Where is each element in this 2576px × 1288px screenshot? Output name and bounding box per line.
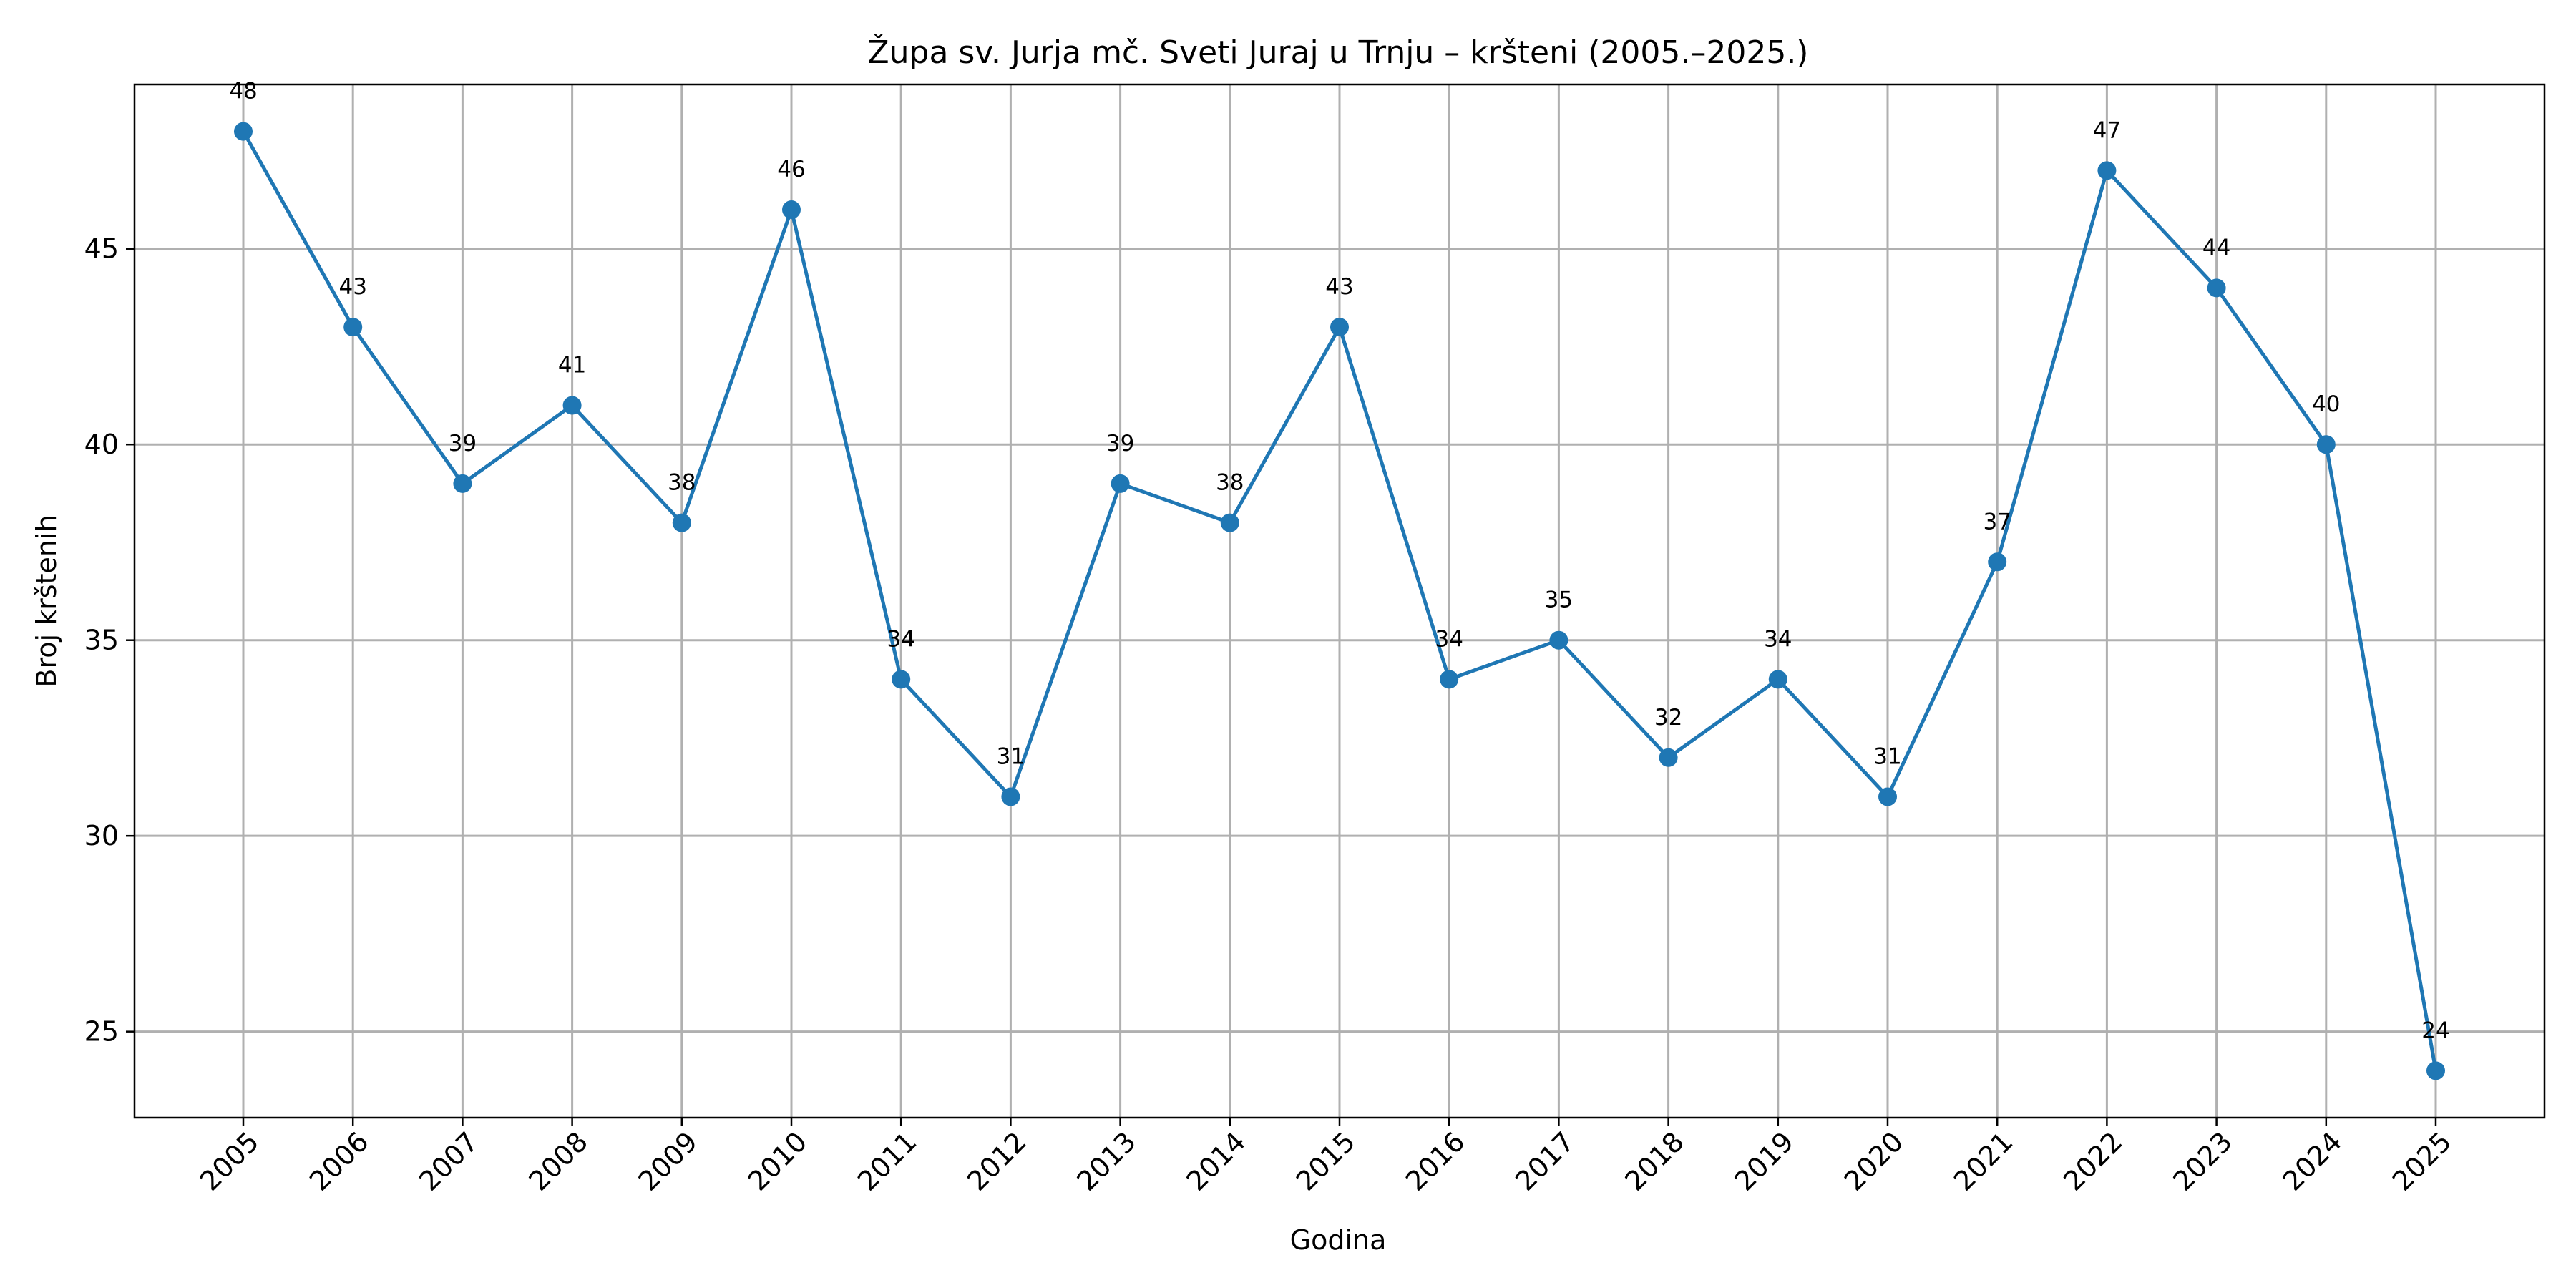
data-label: 47 <box>2093 117 2121 143</box>
data-point <box>1111 474 1130 493</box>
data-point <box>2426 1061 2445 1080</box>
x-tick-label: 2011 <box>852 1126 923 1197</box>
data-point <box>1659 748 1678 767</box>
data-point <box>1220 513 1239 532</box>
data-point <box>1001 787 1020 806</box>
chart-title: Župa sv. Jurja mč. Sveti Juraj u Trnju –… <box>868 33 1809 71</box>
data-label: 34 <box>887 626 914 652</box>
data-point <box>453 474 472 493</box>
series-layer <box>234 122 2445 1080</box>
y-tick-label: 30 <box>84 820 119 852</box>
data-label: 43 <box>1325 274 1353 300</box>
x-tick-label: 2025 <box>2386 1126 2458 1197</box>
data-label: 44 <box>2202 235 2230 260</box>
x-tick-label: 2009 <box>633 1126 704 1197</box>
data-point <box>234 122 253 141</box>
x-tick-label: 2022 <box>2057 1126 2129 1197</box>
x-tick-label: 2023 <box>2167 1126 2238 1197</box>
data-label: 39 <box>449 431 477 457</box>
y-axis-ticks: 25 30 35 40 45 <box>84 233 135 1048</box>
x-tick-label: 2024 <box>2277 1126 2348 1197</box>
y-tick-label: 25 <box>84 1016 119 1048</box>
data-label: 40 <box>2312 391 2340 417</box>
data-point <box>892 670 911 689</box>
data-point <box>672 513 691 532</box>
data-label: 43 <box>338 274 366 300</box>
data-label: 46 <box>777 157 805 182</box>
grid <box>135 84 2545 1118</box>
y-tick-label: 45 <box>84 233 119 265</box>
data-point <box>562 396 582 415</box>
axes-frame <box>133 83 2546 1119</box>
data-label: 41 <box>558 353 586 379</box>
data-labels-layer: 48 43 39 41 38 46 34 31 39 38 43 34 35 32 34 31 37 47 44 40… <box>229 79 2449 1044</box>
data-point <box>1878 787 1897 806</box>
data-point <box>782 200 801 220</box>
x-tick-label: 2016 <box>1400 1126 1471 1197</box>
data-point <box>1768 670 1787 689</box>
data-label: 31 <box>997 743 1025 769</box>
data-point <box>1549 630 1568 650</box>
x-tick-label: 2006 <box>303 1126 375 1197</box>
data-label: 24 <box>2421 1018 2449 1043</box>
x-tick-label: 2018 <box>1619 1126 1690 1197</box>
x-tick-label: 2021 <box>1948 1126 2019 1197</box>
data-label: 48 <box>229 79 257 104</box>
data-label: 37 <box>1983 509 2011 535</box>
data-point <box>1440 670 1459 689</box>
data-label: 31 <box>1873 743 1901 769</box>
x-tick-label: 2005 <box>194 1126 265 1197</box>
y-tick-label: 40 <box>84 429 119 460</box>
data-point <box>2207 278 2226 298</box>
x-tick-label: 2020 <box>1838 1126 1910 1197</box>
x-tick-label: 2012 <box>961 1126 1033 1197</box>
data-label: 34 <box>1764 626 1792 652</box>
data-label: 35 <box>1545 587 1573 613</box>
y-axis-label: Broj krštenih <box>31 514 62 687</box>
data-label: 38 <box>1216 470 1244 496</box>
x-tick-label: 2008 <box>522 1126 594 1197</box>
data-point <box>1330 318 1349 337</box>
x-tick-label: 2010 <box>742 1126 814 1197</box>
data-point <box>2097 161 2117 180</box>
data-label: 38 <box>668 470 696 496</box>
x-tick-label: 2015 <box>1290 1126 1362 1197</box>
data-label: 34 <box>1435 626 1463 652</box>
x-tick-label: 2007 <box>413 1126 484 1197</box>
data-point <box>343 318 363 337</box>
x-tick-label: 2017 <box>1509 1126 1581 1197</box>
x-tick-label: 2013 <box>1070 1126 1142 1197</box>
data-label: 32 <box>1654 705 1682 731</box>
data-label: 39 <box>1106 431 1134 457</box>
x-axis-label: Godina <box>1290 1224 1387 1256</box>
x-tick-label: 2019 <box>1729 1126 1800 1197</box>
x-axis-ticks: 2005 2006 2007 2008 2009 2010 2011 2012 2013 2014… <box>194 1118 2458 1197</box>
data-point <box>2316 435 2336 454</box>
x-tick-label: 2014 <box>1181 1126 1252 1197</box>
y-tick-label: 35 <box>84 625 119 656</box>
data-point <box>1988 552 2007 572</box>
